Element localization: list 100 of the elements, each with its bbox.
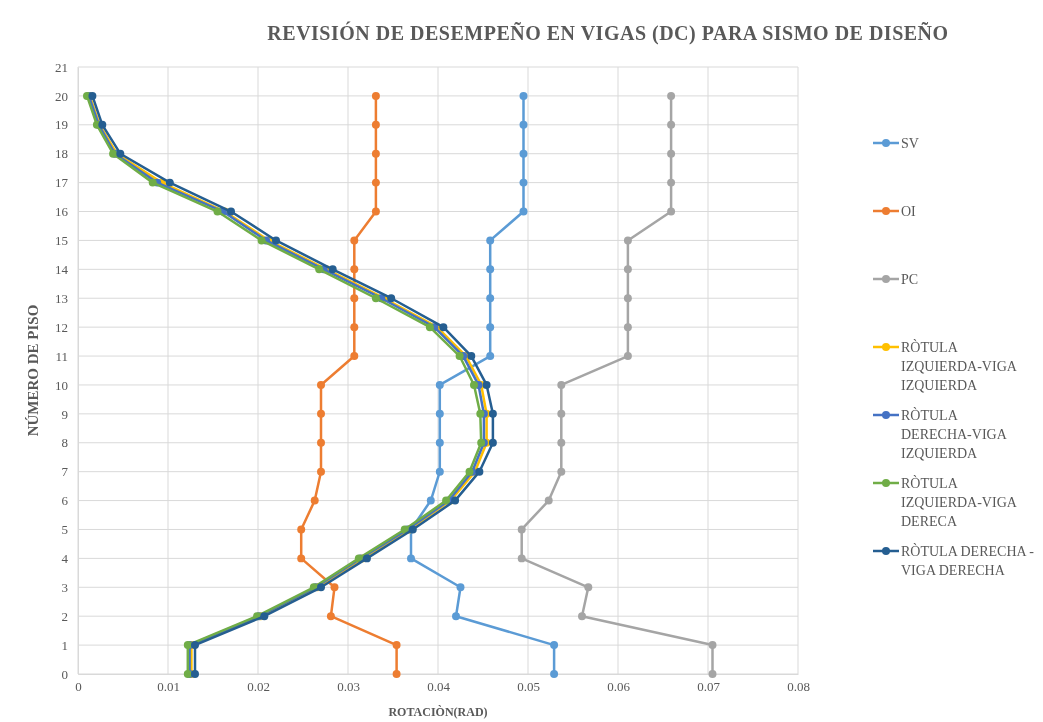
y-tick-label: 5	[61, 522, 68, 538]
point	[350, 352, 359, 361]
x-tick-label: 0.06	[607, 679, 631, 695]
point	[317, 467, 325, 476]
y-tick-label: 9	[61, 406, 68, 422]
point	[317, 438, 325, 447]
legend-label: PC	[901, 272, 919, 287]
y-tick-label: 18	[55, 146, 68, 162]
point	[317, 409, 325, 418]
point	[257, 236, 266, 245]
y-tick-label: 1	[61, 637, 68, 653]
point	[451, 496, 460, 505]
legend-label: OI	[901, 204, 917, 219]
point	[486, 352, 495, 361]
y-tick-label: 19	[55, 117, 68, 133]
point	[435, 467, 444, 476]
point	[371, 294, 380, 303]
point	[470, 380, 478, 389]
point	[407, 554, 415, 563]
point	[519, 178, 528, 187]
legend-label: SV	[901, 136, 919, 151]
point	[371, 149, 380, 158]
point	[148, 178, 157, 187]
point	[584, 583, 593, 592]
point	[488, 438, 497, 447]
x-tick-label: 0.03	[337, 679, 360, 695]
point	[435, 380, 444, 389]
point	[486, 323, 495, 332]
point	[667, 149, 676, 158]
point	[486, 294, 495, 303]
point	[517, 554, 526, 563]
point	[519, 149, 528, 158]
x-tick-label: 0.05	[517, 679, 540, 695]
point	[350, 236, 359, 245]
y-tick-label: 8	[61, 435, 68, 451]
point	[426, 496, 435, 505]
point	[578, 612, 586, 621]
x-axis-title: ROTACIÒN(RAD)	[388, 705, 488, 719]
point	[435, 438, 444, 447]
x-tick-label: 0.02	[247, 679, 270, 695]
point	[392, 641, 401, 650]
point	[667, 91, 676, 100]
point	[326, 612, 335, 621]
point	[165, 178, 174, 187]
point	[350, 265, 359, 274]
point	[475, 467, 484, 476]
y-tick-label: 7	[61, 464, 69, 480]
point	[623, 323, 632, 332]
point	[191, 670, 199, 678]
y-tick-label: 4	[61, 551, 69, 567]
y-tick-label: 16	[55, 204, 69, 220]
point	[191, 641, 199, 650]
legend-label: RÒTULA IZQUIERDA-VIGA IZQUIERDA	[901, 339, 1018, 393]
legend-label: RÒTULA DERECHA-VIGA IZQUIERDA	[901, 407, 1008, 461]
point	[488, 409, 497, 418]
y-axis-title: NÚMERO DE PISO	[25, 304, 41, 437]
y-tick-label: 20	[55, 88, 68, 104]
point	[425, 323, 434, 332]
point	[623, 294, 632, 303]
point	[467, 352, 476, 361]
point	[517, 525, 526, 534]
chart-title: REVISIÓN DE DESEMPEÑO EN VIGAS (DC) PARA SISMO DE DISEÑO	[267, 21, 949, 45]
legend-label: RÒTULA DERECHA - VIGA DERECHA	[901, 543, 1035, 578]
point	[519, 120, 528, 129]
y-tick-label: 3	[61, 579, 68, 595]
point	[227, 207, 235, 216]
point	[482, 380, 491, 389]
point	[315, 265, 324, 274]
y-tick-label: 21	[55, 59, 68, 75]
y-tick-label: 17	[55, 175, 69, 191]
point	[708, 670, 717, 678]
point	[455, 352, 464, 361]
y-tick-label: 11	[55, 348, 68, 364]
point	[350, 323, 359, 332]
point	[317, 380, 325, 389]
y-tick-label: 13	[55, 290, 68, 306]
point	[623, 236, 632, 245]
y-tick-label: 15	[55, 233, 68, 249]
point	[260, 612, 269, 621]
point	[371, 207, 380, 216]
x-tick-label: 0.08	[787, 679, 810, 695]
point	[116, 149, 125, 158]
point	[557, 380, 566, 389]
point	[623, 352, 632, 361]
point	[667, 120, 676, 129]
point	[392, 670, 401, 678]
point	[330, 583, 339, 592]
y-tick-label: 12	[55, 319, 68, 335]
y-tick-label: 2	[61, 608, 68, 624]
point	[297, 525, 306, 534]
point	[667, 178, 676, 187]
point	[550, 641, 559, 650]
point	[362, 554, 371, 563]
point	[544, 496, 553, 505]
point	[371, 120, 380, 129]
y-tick-label: 14	[55, 261, 69, 277]
point	[272, 236, 280, 245]
point	[557, 438, 566, 447]
point	[435, 409, 444, 418]
y-tick-label: 6	[61, 493, 69, 509]
